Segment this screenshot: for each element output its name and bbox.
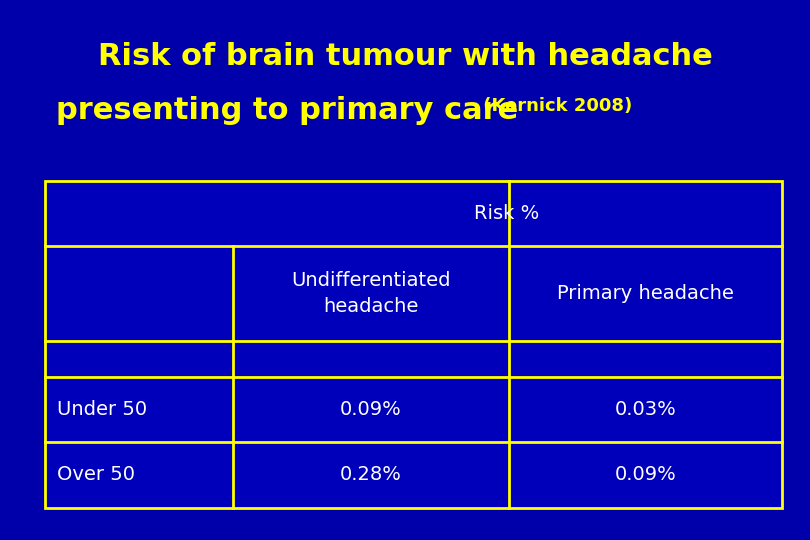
Text: Under 50: Under 50 — [57, 400, 147, 419]
Text: Risk of brain tumour with headache: Risk of brain tumour with headache — [98, 42, 712, 71]
Text: Risk %: Risk % — [475, 204, 539, 223]
Text: 0.03%: 0.03% — [615, 400, 676, 419]
Text: 0.09%: 0.09% — [340, 400, 402, 419]
Text: 0.09%: 0.09% — [615, 465, 676, 484]
Text: 0.28%: 0.28% — [339, 465, 402, 484]
Bar — [45, 181, 782, 508]
Bar — [45, 181, 782, 508]
Text: presenting to primary care: presenting to primary care — [57, 96, 518, 125]
Text: (Kernick 2008): (Kernick 2008) — [477, 97, 633, 114]
Text: Primary headache: Primary headache — [556, 284, 734, 303]
Text: Over 50: Over 50 — [57, 465, 134, 484]
Text: Undifferentiated
headache: Undifferentiated headache — [291, 271, 450, 316]
